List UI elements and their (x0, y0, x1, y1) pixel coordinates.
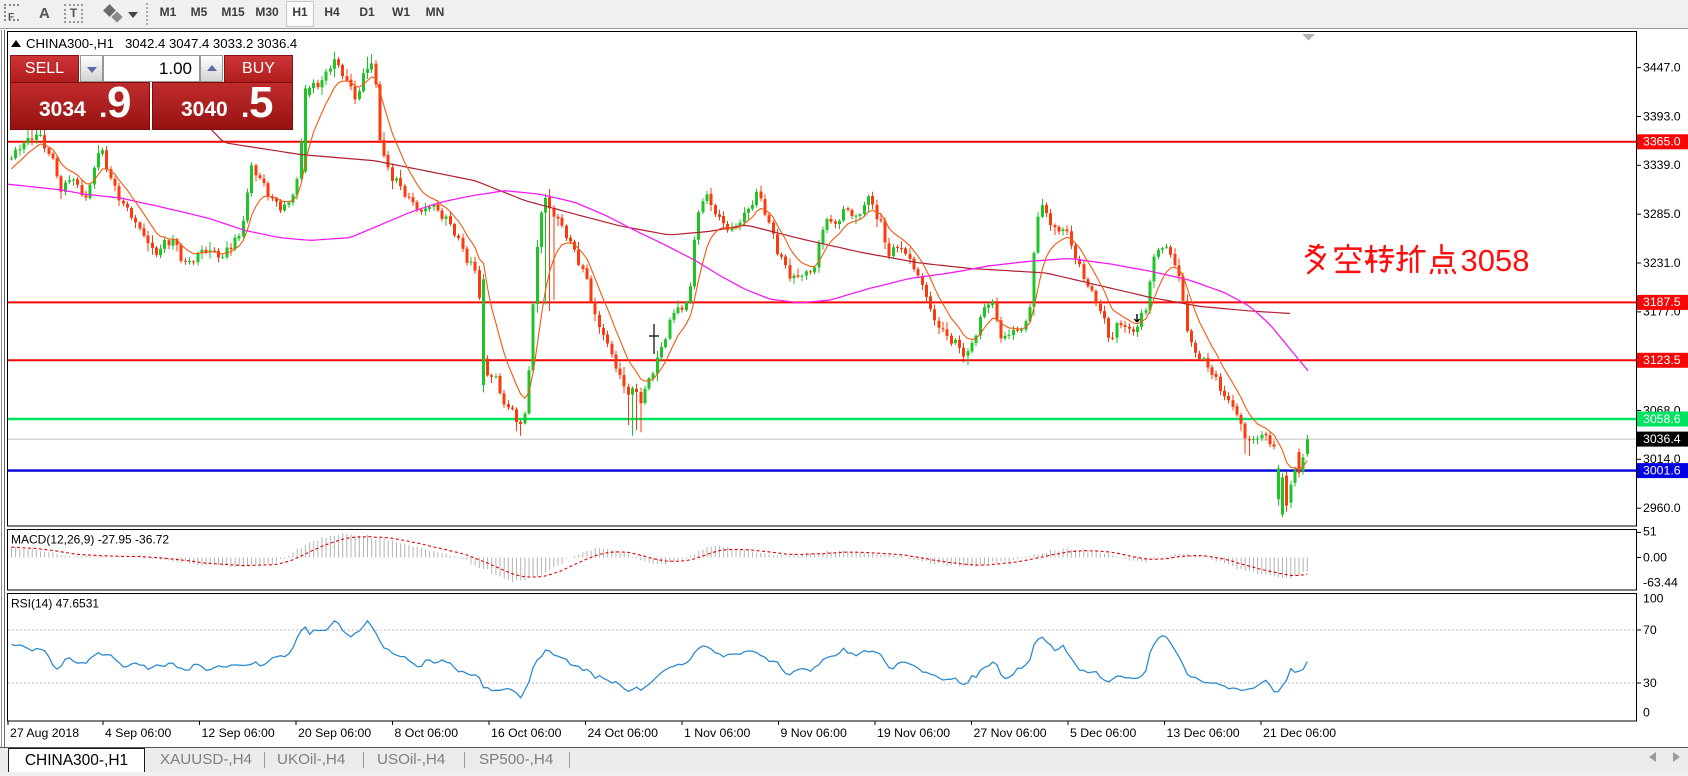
svg-text:8 Oct 06:00: 8 Oct 06:00 (395, 726, 459, 740)
svg-text:1 Nov 06:00: 1 Nov 06:00 (684, 726, 750, 740)
svg-text:3285.0: 3285.0 (1643, 207, 1681, 221)
svg-text:20 Sep 06:00: 20 Sep 06:00 (298, 726, 371, 740)
svg-text:16 Oct 06:00: 16 Oct 06:00 (491, 726, 562, 740)
svg-text:21 Dec 06:00: 21 Dec 06:00 (1263, 726, 1336, 740)
svg-text:70: 70 (1643, 623, 1657, 637)
svg-text:3123.5: 3123.5 (1643, 353, 1681, 367)
svg-text:51: 51 (1643, 525, 1657, 539)
svg-text:3187.5: 3187.5 (1643, 295, 1681, 309)
svg-text:27 Nov 06:00: 27 Nov 06:00 (974, 726, 1047, 740)
svg-text:3058: 3058 (1461, 243, 1530, 278)
svg-text:27 Aug 2018: 27 Aug 2018 (10, 726, 79, 740)
svg-text:4 Sep 06:00: 4 Sep 06:00 (105, 726, 171, 740)
svg-text:MACD(12,26,9) -27.95 -36.72: MACD(12,26,9) -27.95 -36.72 (11, 533, 169, 547)
svg-text:-63.44: -63.44 (1643, 576, 1678, 590)
svg-text:2960.0: 2960.0 (1643, 501, 1681, 515)
svg-text:3058.6: 3058.6 (1643, 412, 1681, 426)
svg-text:3393.0: 3393.0 (1643, 109, 1681, 123)
svg-text:0: 0 (1643, 706, 1650, 720)
svg-text:13 Dec 06:00: 13 Dec 06:00 (1167, 726, 1240, 740)
svg-text:100: 100 (1643, 591, 1664, 605)
svg-text:9 Nov 06:00: 9 Nov 06:00 (781, 726, 847, 740)
svg-text:3231.0: 3231.0 (1643, 256, 1681, 270)
svg-text:24 Oct 06:00: 24 Oct 06:00 (588, 726, 659, 740)
svg-text:0.00: 0.00 (1643, 551, 1667, 565)
svg-text:3036.4: 3036.4 (1643, 432, 1681, 446)
svg-text:3365.0: 3365.0 (1643, 135, 1681, 149)
svg-text:30: 30 (1643, 676, 1657, 690)
svg-text:5 Dec 06:00: 5 Dec 06:00 (1070, 726, 1136, 740)
svg-text:3339.0: 3339.0 (1643, 158, 1681, 172)
svg-text:3447.0: 3447.0 (1643, 60, 1681, 74)
svg-text:3014.0: 3014.0 (1643, 452, 1681, 466)
svg-text:RSI(14) 47.6531: RSI(14) 47.6531 (11, 597, 99, 611)
svg-text:3001.6: 3001.6 (1643, 463, 1681, 477)
svg-text:19 Nov 06:00: 19 Nov 06:00 (877, 726, 950, 740)
svg-text:12 Sep 06:00: 12 Sep 06:00 (202, 726, 275, 740)
